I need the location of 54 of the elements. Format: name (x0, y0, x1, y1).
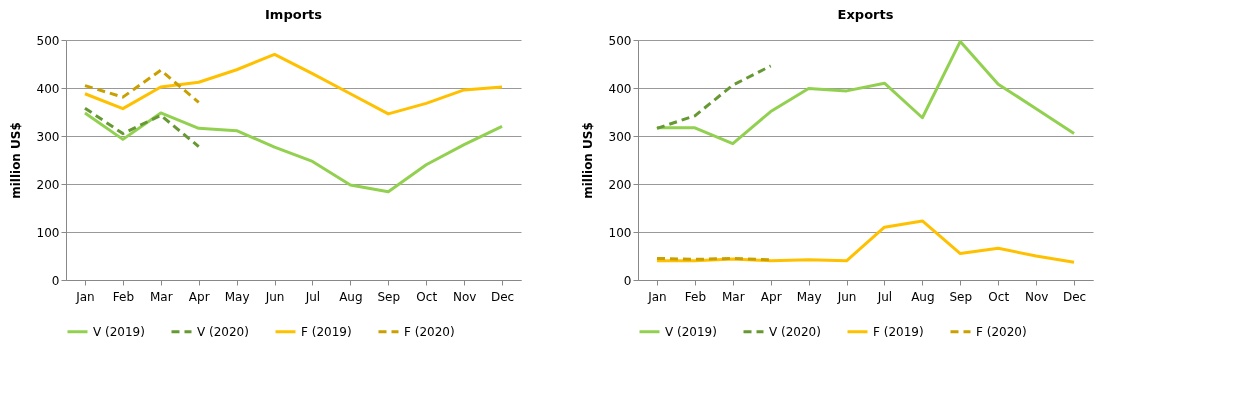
x-tick-label: Jan (647, 289, 667, 304)
y-tick-label: 500 (608, 33, 632, 48)
x-tick-label: Sep (377, 289, 401, 304)
x-tick-label: Mar (149, 289, 173, 304)
x-tick-label: Jan (75, 289, 95, 304)
x-tick-label: Apr (188, 289, 210, 304)
x-tick-label: Aug (339, 289, 363, 304)
x-tick-label: May (224, 289, 250, 304)
x-tick-label: Oct (988, 289, 1010, 304)
x-tick-label: Aug (911, 289, 935, 304)
y-tick-label: 400 (36, 81, 60, 96)
line-series (655, 39, 1076, 146)
y-tick-label: 0 (51, 273, 60, 288)
x-tick-label: Jun (264, 289, 285, 304)
y-tick-label: 200 (36, 177, 60, 192)
x-tick-label: Apr (760, 289, 782, 304)
y-axis-title: million US$ (8, 122, 23, 199)
line-series (655, 64, 773, 130)
x-tick-label: Dec (490, 289, 515, 304)
legend-label: V (2020) (769, 324, 821, 339)
x-tick-label: Nov (1024, 289, 1049, 304)
y-tick-label: 300 (608, 129, 632, 144)
x-tick-label: May (796, 289, 822, 304)
x-tick-label: Feb (684, 289, 706, 304)
y-tick-label: 500 (36, 33, 60, 48)
line-series (83, 52, 504, 116)
x-tick-label: Dec (1062, 289, 1087, 304)
x-tick-label: Sep (949, 289, 973, 304)
y-tick-label: 400 (608, 81, 632, 96)
line-series (83, 68, 201, 104)
y-tick-label: 100 (608, 225, 632, 240)
y-axis-title: million US$ (580, 122, 595, 199)
x-tick-label: Oct (416, 289, 438, 304)
x-tick-label: Jun (836, 289, 857, 304)
legend-label: V (2019) (93, 324, 145, 339)
x-tick-label: Nov (452, 289, 477, 304)
legend-label: F (2019) (873, 324, 924, 339)
x-tick-label: Feb (112, 289, 134, 304)
y-tick-label: 200 (608, 177, 632, 192)
x-tick-label: Jul (304, 289, 321, 304)
legend-label: F (2020) (404, 324, 455, 339)
line-series (83, 111, 504, 194)
y-tick-label: 0 (623, 273, 632, 288)
legend-label: F (2020) (976, 324, 1027, 339)
line-series (83, 106, 201, 149)
legend-label: V (2020) (197, 324, 249, 339)
y-tick-label: 300 (36, 129, 60, 144)
x-tick-label: Jul (876, 289, 893, 304)
legend-label: F (2019) (301, 324, 352, 339)
chart-title: Imports (265, 7, 323, 22)
y-tick-label: 100 (36, 225, 60, 240)
chart-title: Exports (837, 7, 894, 22)
legend-label: V (2019) (665, 324, 717, 339)
x-tick-label: Mar (721, 289, 745, 304)
